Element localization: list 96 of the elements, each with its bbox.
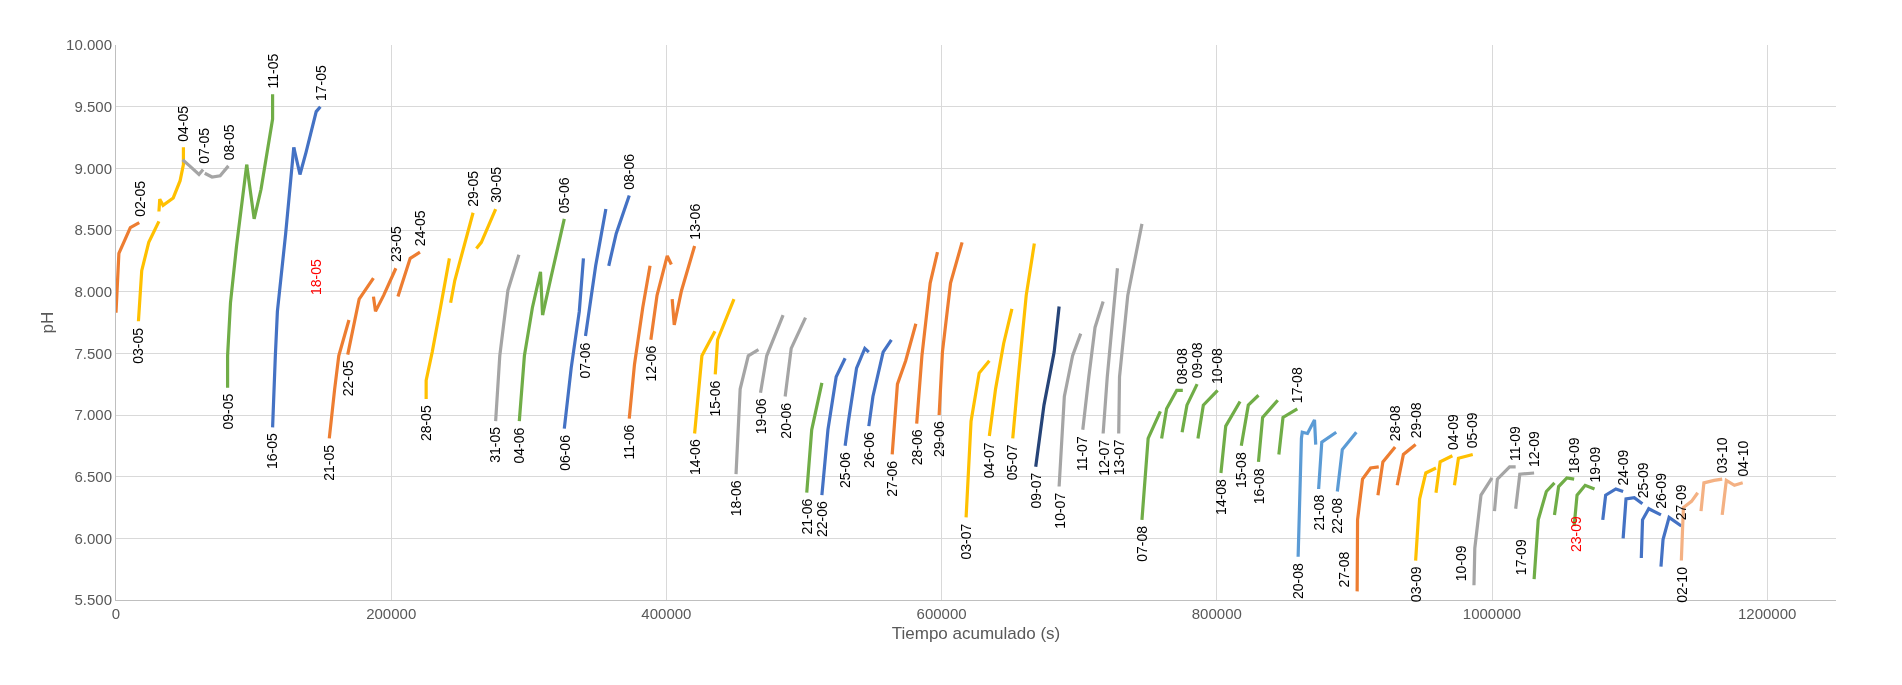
- text: 27-09: [1673, 484, 1690, 521]
- text: 03-07: [957, 523, 974, 560]
- text: 03-09: [1408, 566, 1425, 603]
- y-tick-label: 6.500: [74, 467, 112, 485]
- x-tick-label: 0: [111, 605, 121, 622]
- text: 17-09: [1513, 539, 1530, 576]
- x-tick-label: 400000: [641, 605, 692, 622]
- text: 12-09: [1526, 431, 1543, 468]
- x-tick-label: 600000: [916, 605, 967, 622]
- y-tick-label: 6.000: [74, 529, 112, 547]
- text: 18-09: [1566, 437, 1583, 474]
- text: 08-08: [1174, 348, 1191, 385]
- text: 10-07: [1051, 492, 1068, 529]
- text: 04-05: [175, 105, 192, 142]
- text: 09-07: [1027, 472, 1044, 509]
- text: 05-07: [1004, 444, 1021, 481]
- text: 07-05: [195, 127, 212, 164]
- text: 29-08: [1408, 402, 1425, 439]
- text: 27-06: [883, 460, 900, 497]
- y-tick-label: 8.500: [74, 221, 112, 239]
- text: 02-05: [131, 180, 148, 217]
- text: 28-05: [418, 405, 435, 442]
- text: 10-08: [1209, 347, 1226, 384]
- text: 31-05: [487, 426, 504, 463]
- text: 13-07: [1111, 439, 1128, 476]
- x-tick-label: 200000: [366, 605, 417, 622]
- text: 28-08: [1387, 405, 1404, 442]
- y-tick-label: 9.000: [74, 159, 112, 177]
- text: 19-09: [1586, 446, 1603, 483]
- y-axis-title: pH: [37, 311, 57, 334]
- text: 12-07: [1095, 439, 1112, 476]
- x-tick-label: 800000: [1191, 605, 1242, 622]
- y-tick-label: 10.000: [66, 36, 112, 54]
- text: 11-06: [621, 424, 638, 460]
- text: 21-06: [799, 498, 816, 535]
- text: 23-05: [387, 226, 404, 263]
- text: 11-09: [1507, 425, 1524, 461]
- text: 02-10: [1673, 566, 1690, 603]
- text: 06-06: [556, 434, 573, 471]
- y-tick-label: 7.000: [74, 406, 112, 424]
- y-tick-label: 7.500: [74, 344, 112, 362]
- text: 11-07: [1074, 436, 1091, 472]
- text: 04-07: [981, 442, 998, 479]
- text: 29-06: [931, 421, 948, 458]
- text: 07-06: [577, 342, 594, 379]
- y-tick-label: 9.500: [74, 97, 112, 115]
- text: 04-10: [1734, 440, 1751, 477]
- text: 15-06: [706, 380, 723, 417]
- text: 22-08: [1328, 497, 1345, 534]
- text: 11-05: [264, 53, 281, 89]
- text: 17-05: [312, 64, 329, 102]
- text: 26-09: [1653, 472, 1670, 509]
- text: 20-08: [1290, 562, 1307, 599]
- text: 27-08: [1335, 551, 1352, 588]
- text: 13-06: [686, 203, 703, 240]
- text: 03-10: [1714, 437, 1731, 474]
- text: 08-05: [220, 124, 237, 161]
- text: 26-06: [860, 431, 877, 468]
- text: 04-09: [1444, 414, 1461, 451]
- text: 14-08: [1212, 478, 1229, 515]
- text: 25-09: [1634, 462, 1651, 499]
- annotation: 23-09: [1568, 516, 1585, 553]
- text: 05-09: [1464, 412, 1481, 449]
- text: 03-05: [130, 327, 147, 364]
- text: 16-08: [1250, 468, 1267, 505]
- text: 25-06: [837, 451, 854, 488]
- x-tick-label: 1200000: [1738, 605, 1797, 622]
- text: 09-05: [219, 393, 236, 430]
- y-tick-label: 8.000: [74, 282, 112, 300]
- text: 22-05: [340, 360, 357, 397]
- text: 19-06: [752, 398, 769, 435]
- text: 07-08: [1134, 525, 1151, 562]
- text: 28-06: [909, 429, 926, 466]
- text: 30-05: [487, 166, 504, 203]
- text: 20-06: [777, 402, 794, 439]
- text: 21-05: [320, 444, 337, 481]
- text: 10-09: [1452, 545, 1469, 582]
- text: 24-05: [411, 210, 428, 247]
- text: 09-08: [1188, 342, 1205, 379]
- text: 24-09: [1614, 449, 1631, 486]
- text: 29-05: [465, 170, 482, 207]
- x-tick-label: 1000000: [1462, 605, 1522, 622]
- text: 15-08: [1233, 452, 1250, 489]
- text: 18-06: [727, 480, 744, 517]
- text: 22-06: [813, 501, 830, 538]
- text: 08-06: [620, 153, 637, 190]
- text: 05-06: [556, 177, 573, 214]
- annotation: 18-05: [308, 259, 325, 296]
- text: 16-05: [264, 432, 281, 469]
- text: 12-06: [643, 345, 660, 382]
- text: 21-08: [1310, 494, 1327, 531]
- text: 14-06: [687, 439, 704, 476]
- y-tick-label: 5.500: [74, 591, 112, 609]
- text: 17-08: [1289, 367, 1306, 404]
- x-axis-title: Tiempo acumulado (s): [891, 624, 1061, 644]
- text: 04-06: [511, 427, 528, 464]
